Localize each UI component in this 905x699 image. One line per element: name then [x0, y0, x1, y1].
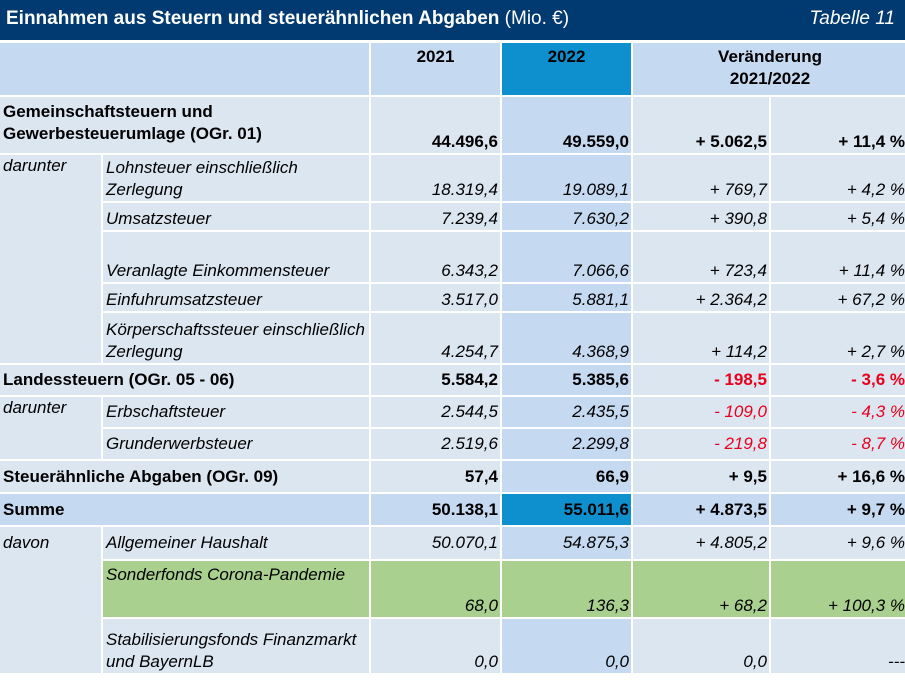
- header-change: Veränderung 2021/2022: [633, 43, 905, 95]
- change-pct: + 16,6 %: [771, 461, 905, 492]
- darunter-label: darunter: [0, 397, 101, 459]
- value-2022: 55.011,6: [502, 494, 631, 525]
- table-row: Grunderwerbsteuer 2.519,6 2.299,8 - 219,…: [0, 429, 905, 459]
- header-blank: [0, 43, 369, 95]
- change-abs: + 2.364,2: [633, 284, 769, 311]
- change-pct: ---: [771, 619, 905, 673]
- davon-label: davon: [0, 527, 101, 673]
- change-pct: + 11,4 %: [771, 97, 905, 153]
- table-row: Körperschaftssteuer einschließlich Zerle…: [0, 313, 905, 363]
- value-2021: 18.319,4: [371, 155, 500, 201]
- value-2021: 50.070,1: [371, 527, 500, 559]
- change-abs: 0,0: [633, 619, 769, 673]
- value-2021: 57,4: [371, 461, 500, 492]
- value-2021: 50.138,1: [371, 494, 500, 525]
- title-main: Einnahmen aus Steuern und steuerähnliche…: [6, 8, 500, 29]
- table-row: Stabilisierungsfonds Finanzmarkt und Bay…: [0, 619, 905, 673]
- table-row: davon Allgemeiner Haushalt 50.070,1 54.8…: [0, 527, 905, 673]
- value-2022: 7.630,2: [502, 203, 631, 230]
- title-unit: (Mio. €): [504, 8, 570, 29]
- change-abs: + 68,2: [633, 561, 769, 617]
- value-2021: 3.517,0: [371, 284, 500, 311]
- change-abs: + 9,5: [633, 461, 769, 492]
- change-pct: + 67,2 %: [771, 284, 905, 311]
- value-2021: 7.239,4: [371, 203, 500, 230]
- row-label: Allgemeiner Haushalt: [103, 527, 369, 559]
- change-abs: + 769,7: [633, 155, 769, 201]
- change-abs: - 198,5: [633, 365, 769, 395]
- value-2021: 44.496,6: [371, 97, 500, 153]
- row-label: Stabilisierungsfonds Finanzmarkt und Bay…: [103, 619, 369, 673]
- table-number: Tabelle 11: [809, 8, 895, 29]
- value-2021: 2.544,5: [371, 397, 500, 427]
- change-pct: + 11,4 %: [771, 232, 905, 282]
- value-2021: 5.584,2: [371, 365, 500, 395]
- change-pct: - 3,6 %: [771, 365, 905, 395]
- title-bar: Einnahmen aus Steuern und steuerähnliche…: [0, 0, 905, 40]
- header-row: 2021 2022 Veränderung 2021/2022: [0, 43, 905, 95]
- darunter-label: darunter: [0, 155, 101, 363]
- table-row: Steuerähnliche Abgaben (OGr. 09) 57,4 66…: [0, 461, 905, 492]
- value-2022: 2.299,8: [502, 429, 631, 459]
- row-label: Gemeinschaftsteuern und Gewerbesteueruml…: [0, 97, 369, 153]
- table-row: Sonderfonds Corona-Pandemie 68,0 136,3 +…: [0, 561, 905, 617]
- row-label: Grunderwerbsteuer: [103, 429, 369, 459]
- change-abs: + 4.805,2: [633, 527, 769, 559]
- table-row: Veranlagte Einkommensteuer 6.343,2 7.066…: [0, 232, 905, 282]
- change-pct: + 2,7 %: [771, 313, 905, 363]
- row-label: Erbschaftsteuer: [103, 397, 369, 427]
- change-pct: + 4,2 %: [771, 155, 905, 201]
- tax-revenue-table: 2021 2022 Veränderung 2021/2022 Gemeinsch…: [0, 41, 905, 675]
- table-row: Einfuhrumsatzsteuer 3.517,0 5.881,1 + 2.…: [0, 284, 905, 311]
- change-abs: - 109,0: [633, 397, 769, 427]
- row-label: Summe: [0, 494, 369, 525]
- value-2022: 7.066,6: [502, 232, 631, 282]
- value-2022: 66,9: [502, 461, 631, 492]
- row-label: Lohnsteuer einschließlich Zerlegung: [103, 155, 369, 201]
- value-2022: 4.368,9: [502, 313, 631, 363]
- change-abs: + 5.062,5: [633, 97, 769, 153]
- row-label: Umsatzsteuer: [103, 203, 369, 230]
- value-2022: 49.559,0: [502, 97, 631, 153]
- row-label: Einfuhrumsatzsteuer: [103, 284, 369, 311]
- value-2021: 2.519,6: [371, 429, 500, 459]
- change-pct: + 9,7 %: [771, 494, 905, 525]
- change-pct: - 4,3 %: [771, 397, 905, 427]
- change-abs: + 390,8: [633, 203, 769, 230]
- table-row: Umsatzsteuer 7.239,4 7.630,2 + 390,8 + 5…: [0, 203, 905, 230]
- value-2021: 6.343,2: [371, 232, 500, 282]
- table-row: Gemeinschaftsteuern und Gewerbesteueruml…: [0, 97, 905, 153]
- value-2021: 0,0: [371, 619, 500, 673]
- change-abs: + 4.873,5: [633, 494, 769, 525]
- row-label: Landessteuern (OGr. 05 - 06): [0, 365, 369, 395]
- table-row: darunter Erbschaftsteuer 2.544,5 2.435,5…: [0, 397, 905, 459]
- table-title: Einnahmen aus Steuern und steuerähnliche…: [6, 8, 569, 30]
- header-2021: 2021: [371, 43, 500, 95]
- value-2022: 136,3: [502, 561, 631, 617]
- change-pct: + 100,3 %: [771, 561, 905, 617]
- row-label: Sonderfonds Corona-Pandemie: [103, 561, 369, 617]
- value-2022: 5.385,6: [502, 365, 631, 395]
- value-2022: 0,0: [502, 619, 631, 673]
- change-pct: - 8,7 %: [771, 429, 905, 459]
- table-row: Landessteuern (OGr. 05 - 06) 5.584,2 5.3…: [0, 365, 905, 395]
- value-2022: 19.089,1: [502, 155, 631, 201]
- value-2021: 68,0: [371, 561, 500, 617]
- value-2021: 4.254,7: [371, 313, 500, 363]
- change-abs: - 219,8: [633, 429, 769, 459]
- table-row: darunter Lohnsteuer einschließlich Zerle…: [0, 155, 905, 363]
- sum-row: Summe 50.138,1 55.011,6 + 4.873,5 + 9,7 …: [0, 494, 905, 525]
- change-abs: + 723,4: [633, 232, 769, 282]
- row-label: Steuerähnliche Abgaben (OGr. 09): [0, 461, 369, 492]
- change-pct: + 5,4 %: [771, 203, 905, 230]
- change-pct: + 9,6 %: [771, 527, 905, 559]
- row-label: Körperschaftssteuer einschließlich Zerle…: [103, 313, 369, 363]
- value-2022: 2.435,5: [502, 397, 631, 427]
- row-label: Veranlagte Einkommensteuer: [103, 232, 369, 282]
- value-2022: 5.881,1: [502, 284, 631, 311]
- header-2022: 2022: [502, 43, 631, 95]
- value-2022: 54.875,3: [502, 527, 631, 559]
- change-abs: + 114,2: [633, 313, 769, 363]
